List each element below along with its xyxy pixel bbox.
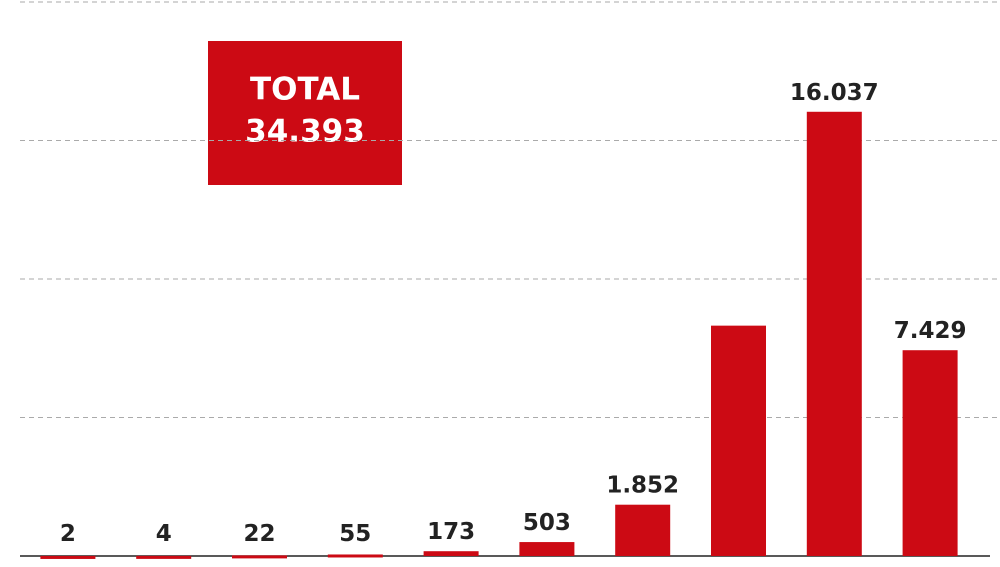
bar (136, 555, 192, 559)
value-label: 1.852 (606, 473, 679, 499)
value-label: 503 (523, 510, 571, 536)
value-label: 7.429 (894, 318, 967, 344)
bar (232, 555, 287, 559)
bar (40, 555, 96, 559)
bar (519, 542, 575, 556)
bar (711, 325, 766, 556)
value-label: 2 (60, 521, 76, 547)
value-label: 4 (156, 521, 172, 547)
bar (615, 504, 671, 556)
value-label: 55 (339, 521, 371, 547)
value-label: 16.037 (790, 80, 879, 106)
bar (806, 111, 862, 557)
bar (902, 350, 958, 556)
bar (423, 551, 479, 556)
value-label: 22 (243, 521, 275, 547)
value-label: 173 (427, 519, 475, 545)
total-box (208, 41, 402, 185)
total-label: TOTAL (250, 72, 360, 108)
bar (327, 554, 383, 558)
total-value: 34.393 (245, 114, 365, 150)
